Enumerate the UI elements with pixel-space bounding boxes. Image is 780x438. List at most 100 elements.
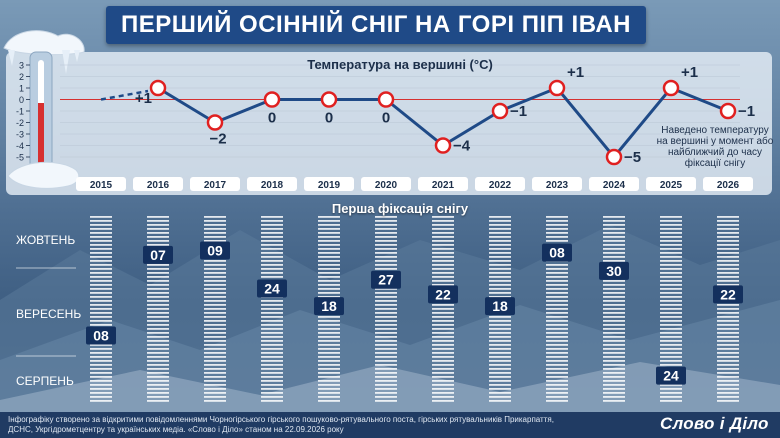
snow-dash: [261, 252, 283, 254]
snow-dash: [603, 360, 625, 362]
snow-dash: [432, 316, 454, 318]
snow-dash: [90, 388, 112, 390]
snow-dash: [204, 276, 226, 278]
snow-dash: [90, 392, 112, 394]
snow-dash: [432, 260, 454, 262]
snow-dash: [489, 292, 511, 294]
snow-dash: [318, 336, 340, 338]
snow-dash: [546, 352, 568, 354]
snow-dash: [660, 236, 682, 238]
snow-dash: [432, 276, 454, 278]
snow-dash: [432, 364, 454, 366]
snow-dash: [90, 384, 112, 386]
snow-dash: [261, 360, 283, 362]
snow-dash: [318, 364, 340, 366]
snow-dash: [717, 396, 739, 398]
snow-dash: [375, 224, 397, 226]
snow-dash: [546, 236, 568, 238]
snow-dash: [717, 236, 739, 238]
snow-dash: [432, 220, 454, 222]
snow-dash: [318, 216, 340, 218]
snow-dash: [147, 272, 169, 274]
snow-dash: [717, 248, 739, 250]
snow-dash: [660, 244, 682, 246]
snow-dash: [318, 256, 340, 258]
snow-dash: [261, 316, 283, 318]
year-label-2020: 2020: [375, 180, 398, 191]
snow-dash: [489, 388, 511, 390]
snow-dash: [717, 376, 739, 378]
snow-dash: [261, 312, 283, 314]
snow-dash: [261, 332, 283, 334]
snow-dash: [90, 220, 112, 222]
snow-dash: [90, 240, 112, 242]
snow-dash: [375, 376, 397, 378]
snow-dash: [546, 240, 568, 242]
snow-dash: [90, 372, 112, 374]
year-pill: [133, 177, 183, 191]
snow-dash: [603, 304, 625, 306]
snow-dash: [489, 264, 511, 266]
temp-tick-label: -3: [16, 130, 24, 140]
snow-dash: [660, 228, 682, 230]
snow-dash: [375, 344, 397, 346]
temp-point-2020: [377, 91, 395, 108]
snow-dash: [546, 288, 568, 290]
snow-dash: [546, 316, 568, 318]
snow-dash: [147, 388, 169, 390]
snow-dash: [432, 280, 454, 282]
snow-date-2021: 22: [435, 286, 451, 302]
snow-dash: [147, 284, 169, 286]
snow-dash: [432, 248, 454, 250]
snow-dash: [375, 216, 397, 218]
snow-dash: [204, 352, 226, 354]
snow-dash: [717, 252, 739, 254]
snow-dash: [147, 268, 169, 270]
snow-dash: [546, 340, 568, 342]
snow-dash: [261, 328, 283, 330]
snow-dash: [603, 400, 625, 402]
snow-dash: [204, 336, 226, 338]
snow-dash: [204, 272, 226, 274]
snow-dash: [318, 400, 340, 402]
snow-dash: [603, 252, 625, 254]
snow-dash: [204, 308, 226, 310]
snow-dash: [603, 392, 625, 394]
snow-dash: [147, 332, 169, 334]
snow-dash: [546, 336, 568, 338]
snow-dash: [261, 248, 283, 250]
snow-dash: [261, 384, 283, 386]
snow-dash: [375, 392, 397, 394]
temp-point-2025: [662, 79, 680, 97]
snow-dash: [603, 368, 625, 370]
snow-dash: [489, 244, 511, 246]
year-label-2025: 2025: [660, 180, 683, 191]
snow-dash: [660, 260, 682, 262]
snow-dash: [717, 312, 739, 314]
temp-value-label: 0: [382, 110, 390, 127]
snow-dash: [432, 344, 454, 346]
temp-value-label: 0: [268, 110, 276, 127]
snow-dash: [660, 320, 682, 322]
snow-dash: [375, 236, 397, 238]
snow-dash: [660, 348, 682, 350]
snow-dash: [603, 280, 625, 282]
snow-dash: [375, 296, 397, 298]
snow-dash: [432, 284, 454, 286]
snow-dash: [432, 332, 454, 334]
snow-date-badge: [371, 270, 401, 289]
snow-dash: [660, 224, 682, 226]
snow-dash: [489, 356, 511, 358]
snow-dash: [375, 352, 397, 354]
snow-dash: [375, 356, 397, 358]
year-pill: [190, 177, 240, 191]
snow-dash: [318, 376, 340, 378]
snow-dash: [318, 320, 340, 322]
snow-dash: [318, 356, 340, 358]
snow-dash: [261, 220, 283, 222]
snow-dash: [717, 356, 739, 358]
snow-dash: [204, 260, 226, 262]
snow-dash: [432, 328, 454, 330]
snow-dash: [489, 360, 511, 362]
snow-dash: [432, 244, 454, 246]
